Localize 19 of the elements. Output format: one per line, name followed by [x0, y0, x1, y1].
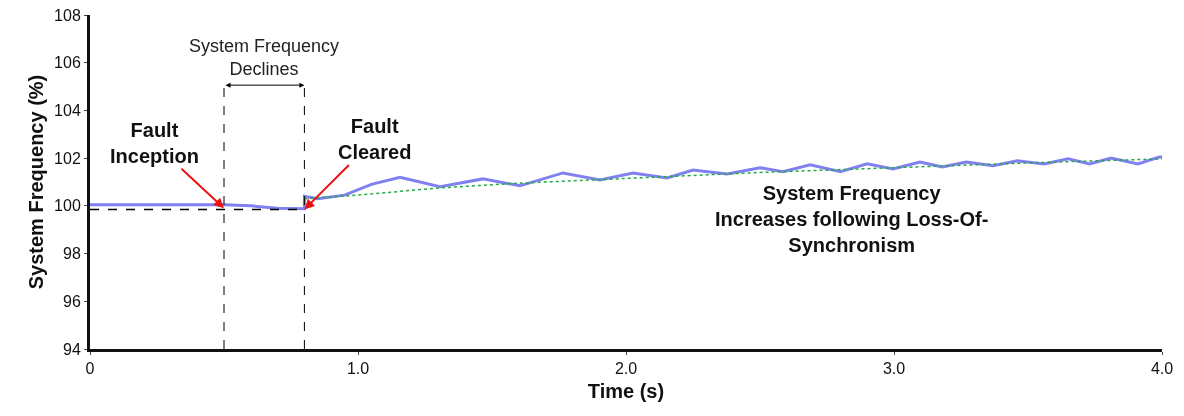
- y-axis-title: System Frequency (%): [24, 74, 47, 290]
- y-tick-label: 108: [54, 6, 81, 24]
- x-tick-label: 4.0: [1150, 360, 1174, 378]
- y-tick-label: 106: [54, 54, 81, 72]
- y-tick-label: 104: [54, 102, 81, 120]
- x-tick-label: 3.0: [882, 360, 906, 378]
- annotation: Fault Cleared: [338, 115, 412, 163]
- annotation: Fault Inception: [110, 119, 199, 167]
- annotation: System Frequency Declines: [189, 36, 340, 80]
- x-tick-label: 1.0: [346, 360, 370, 378]
- y-tick-label: 100: [54, 197, 81, 215]
- annotation: System Frequency Increases following Loss-Of- Synchronism: [715, 182, 989, 256]
- x-axis-title: Time (s): [587, 379, 665, 402]
- y-tick-label: 94: [63, 340, 81, 358]
- y-tick-label: 102: [54, 149, 81, 167]
- y-tick-label: 98: [63, 245, 81, 263]
- x-tick-label: 2.0: [614, 360, 638, 378]
- y-tick-label: 96: [63, 292, 81, 310]
- x-tick-label: 0: [85, 360, 95, 378]
